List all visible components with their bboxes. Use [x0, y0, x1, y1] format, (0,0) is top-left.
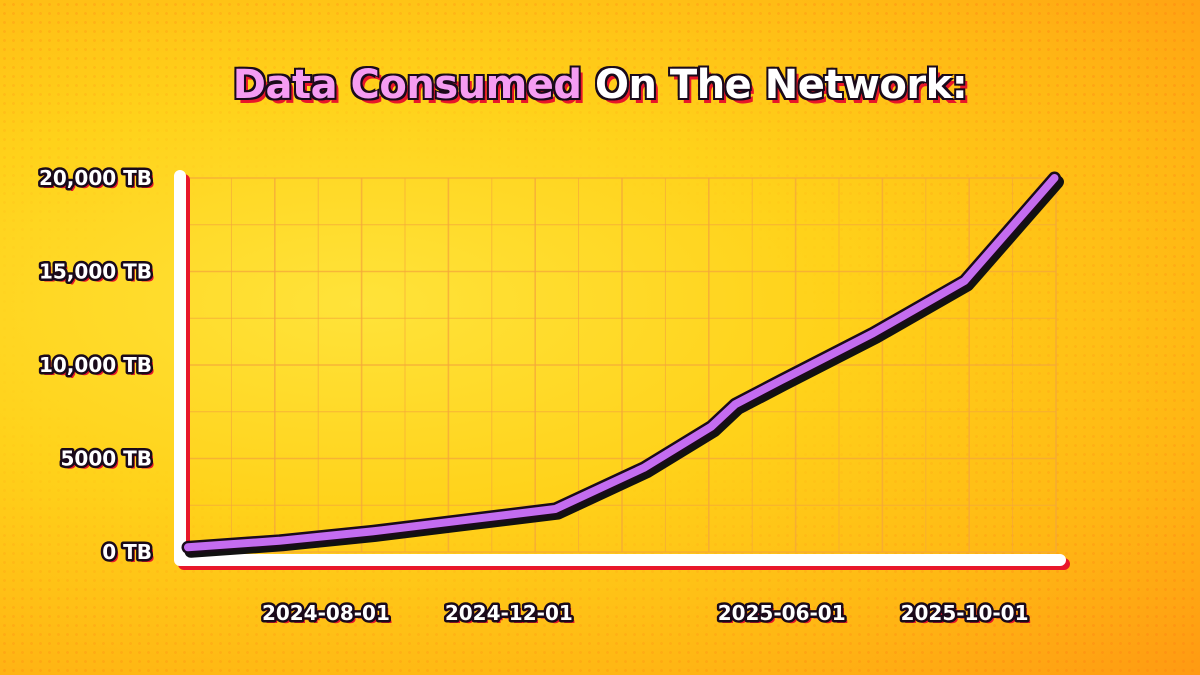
- axis-shadow: [178, 174, 1070, 570]
- x-tick-label: 2024-12-01: [445, 601, 573, 625]
- y-tick-label: 20,000 TB: [39, 166, 152, 190]
- y-tick-label-shadow: 5000 TB: [63, 450, 155, 474]
- grid: [187, 177, 1057, 553]
- series: [181, 171, 1064, 558]
- y-tick-label-shadow: 20,000 TB: [42, 169, 155, 193]
- axes: [174, 170, 1070, 570]
- series-line: [184, 174, 1059, 552]
- title-highlight: Data Consumed: [232, 62, 582, 108]
- y-tick-label: 10,000 TB: [39, 353, 152, 377]
- y-tick-label-shadow: 15,000 TB: [42, 263, 155, 287]
- x-tick-label-shadow: 2025-10-01: [904, 604, 1032, 628]
- x-tick-label-shadow: 2024-12-01: [448, 604, 576, 628]
- title-rest: On The Network:: [595, 62, 968, 108]
- series-line-shadow: [184, 175, 1064, 558]
- y-tick-label: 0 TB: [102, 540, 152, 564]
- x-tick-label-shadow: 2025-06-01: [721, 604, 849, 628]
- y-tick-label: 5000 TB: [60, 447, 152, 471]
- x-tick-label: 2025-10-01: [901, 601, 1029, 625]
- y-tick-label-shadow: 10,000 TB: [42, 356, 155, 380]
- y-tick-label-shadow: 0 TB: [105, 543, 155, 567]
- x-tick-label: 2025-06-01: [718, 601, 846, 625]
- axis-line: [174, 170, 1066, 566]
- y-tick-label: 15,000 TB: [39, 260, 152, 284]
- chart-title: Data Consumed On The Network:: [0, 62, 1200, 108]
- x-tick-label-shadow: 2024-08-01: [265, 604, 393, 628]
- x-tick-label: 2024-08-01: [262, 601, 390, 625]
